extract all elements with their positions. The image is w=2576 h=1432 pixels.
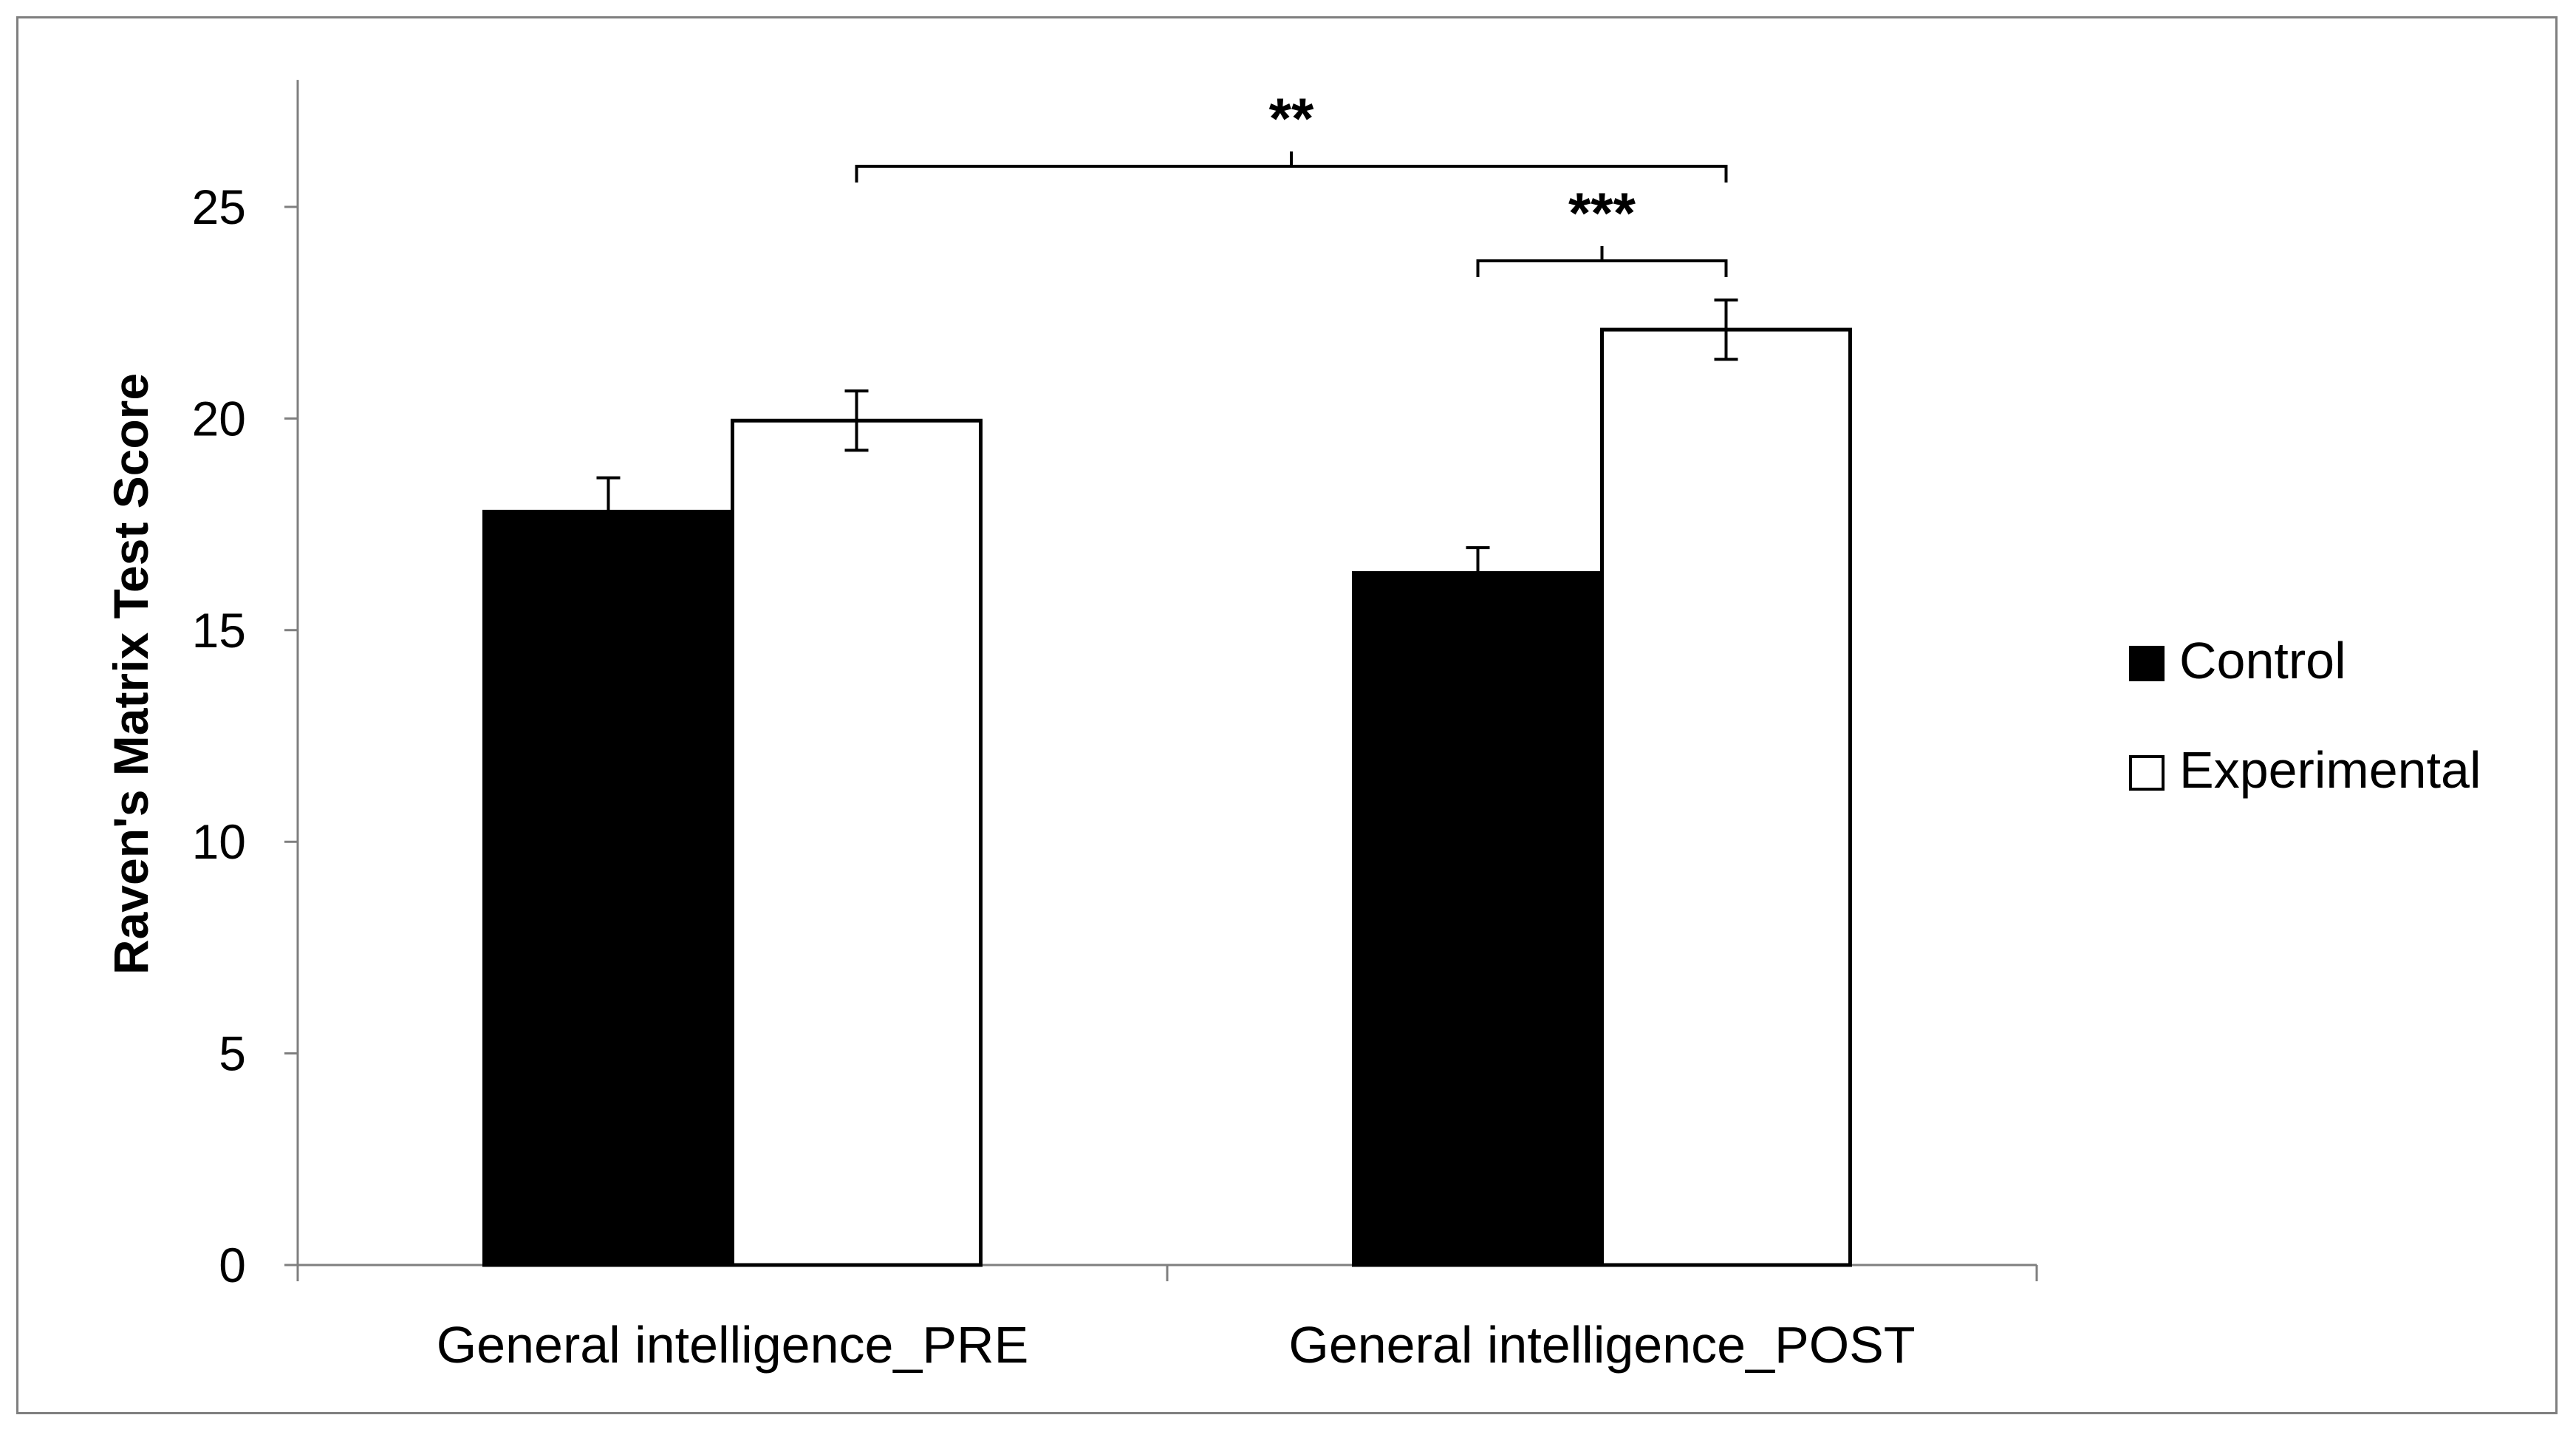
- legend-swatch-experimental: [2129, 755, 2165, 791]
- chart-frame: [16, 16, 2558, 1414]
- bar-experimental-0: [731, 418, 983, 1267]
- y-tick-label: 0: [219, 1238, 246, 1292]
- significance-bracket: [855, 151, 1728, 183]
- bar-control-0: [482, 509, 734, 1267]
- x-axis: General intelligence_PRE General intellig…: [296, 1264, 2038, 1374]
- error-bars: [596, 299, 1738, 600]
- significance-annotations: *****: [855, 86, 1728, 277]
- significance-bracket: [1476, 246, 1728, 277]
- y-axis-label: Raven's Matrix Test Score: [103, 373, 158, 975]
- bar-control-1: [1352, 570, 1604, 1267]
- significance-label: ***: [1568, 180, 1636, 245]
- x-tick-label: General intelligence_POST: [1288, 1316, 1915, 1374]
- y-tick-label: 15: [192, 603, 246, 658]
- legend-swatch-control: [2129, 646, 2165, 681]
- x-tick-label: General intelligence_PRE: [437, 1316, 1029, 1374]
- y-tick-label: 5: [219, 1026, 246, 1081]
- legend: Control Experimental: [2129, 632, 2481, 799]
- legend-label-experimental: Experimental: [2179, 741, 2481, 799]
- legend-label-control: Control: [2179, 632, 2346, 689]
- bars: [482, 327, 1852, 1267]
- y-tick-label: 25: [192, 180, 246, 234]
- y-tick-label: 20: [192, 391, 246, 446]
- y-axis: 0 5 10 15 20 25: [192, 80, 299, 1292]
- significance-label: **: [1269, 86, 1314, 151]
- y-tick-label: 10: [192, 814, 246, 869]
- bar-experimental-1: [1600, 327, 1852, 1267]
